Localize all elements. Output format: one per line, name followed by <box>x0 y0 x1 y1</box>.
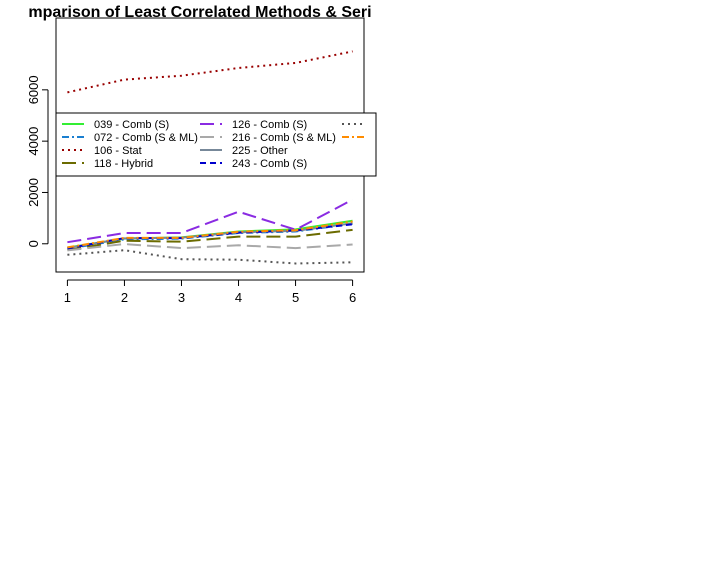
y-tick-label: 0 <box>26 240 41 247</box>
x-tick-label: 1 <box>64 290 71 305</box>
legend-label: 118 - Hybrid <box>94 158 153 170</box>
legend-label: 216 - Comb (S & ML) <box>232 132 336 144</box>
legend-label: 106 - Stat <box>94 145 142 157</box>
y-tick-label: 4000 <box>26 127 41 156</box>
x-tick-label: 2 <box>121 290 128 305</box>
chart-title: mparison of Least Correlated Methods & S… <box>28 4 371 21</box>
series-line-5 <box>67 198 354 244</box>
series-line-4 <box>67 228 353 252</box>
series-line-8 <box>67 223 353 250</box>
legend-box <box>55 112 377 177</box>
series-line-3 <box>67 50 353 94</box>
series-line-6 <box>67 243 353 252</box>
x-tick-label: 5 <box>292 290 299 305</box>
y-axis: 0 2000 4000 6000 <box>26 75 49 247</box>
x-tick-label: 3 <box>178 290 185 305</box>
legend-label: 243 - Comb (S) <box>232 158 307 170</box>
y-tick-label: 6000 <box>26 75 41 104</box>
x-tick-label: 6 <box>349 290 356 305</box>
series-line-10 <box>67 220 353 249</box>
y-tick-label: 2000 <box>26 178 41 207</box>
series-layer <box>67 50 354 265</box>
legend-label: 039 - Comb (S) <box>94 119 169 131</box>
legend-label: 072 - Comb (S & ML) <box>94 132 198 144</box>
x-tick-label: 4 <box>235 290 242 305</box>
x-axis: 1 2 3 4 5 6 <box>64 279 356 305</box>
legend: 039 - Comb (S)072 - Comb (S & ML)106 - S… <box>55 112 377 177</box>
legend-label: 225 - Other <box>232 145 288 157</box>
legend-label: 126 - Comb (S) <box>232 119 307 131</box>
